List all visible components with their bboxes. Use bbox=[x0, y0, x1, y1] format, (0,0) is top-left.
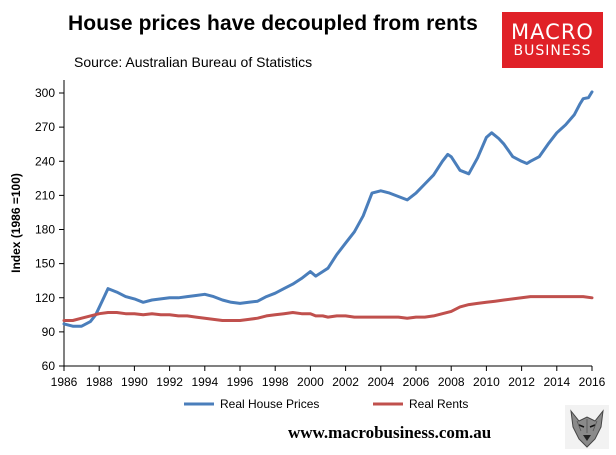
page-title: House prices have decoupled from rents bbox=[68, 12, 478, 35]
x-tick-label: 2012 bbox=[508, 375, 535, 389]
y-tick-label: 150 bbox=[35, 257, 55, 271]
x-tick-label: 2000 bbox=[297, 375, 324, 389]
macro-business-logo: MACRO BUSINESS bbox=[502, 12, 603, 68]
x-tick-label: 2006 bbox=[403, 375, 430, 389]
x-tick-label: 2008 bbox=[438, 375, 465, 389]
x-tick-label: 2016 bbox=[579, 375, 606, 389]
x-tick-label: 2002 bbox=[332, 375, 359, 389]
x-tick-label: 2010 bbox=[473, 375, 500, 389]
legend-label-real-rents: Real Rents bbox=[409, 397, 468, 411]
legend-label-real-house-prices: Real House Prices bbox=[220, 397, 319, 411]
x-tick-label: 1994 bbox=[191, 375, 218, 389]
chart-subtitle: Source: Australian Bureau of Statistics bbox=[74, 54, 313, 70]
series-line-real-rents bbox=[62, 295, 594, 322]
y-tick-label: 120 bbox=[35, 291, 55, 305]
footer-url: www.macrobusiness.com.au bbox=[288, 423, 492, 442]
wolf-icon bbox=[565, 405, 609, 449]
y-tick-label: 240 bbox=[35, 154, 55, 168]
y-tick-label: 60 bbox=[42, 359, 56, 373]
y-tick-label: 90 bbox=[42, 325, 56, 339]
x-tick-label: 1996 bbox=[227, 375, 254, 389]
y-tick-label: 270 bbox=[35, 120, 55, 134]
x-tick-label: 1992 bbox=[156, 375, 183, 389]
y-axis-label: Index (1986 =100) bbox=[9, 173, 23, 273]
y-tick-label: 180 bbox=[35, 223, 55, 237]
x-tick-label: 1986 bbox=[51, 375, 78, 389]
y-tick-label: 210 bbox=[35, 188, 55, 202]
x-tick-label: 1990 bbox=[121, 375, 148, 389]
x-tick-label: 1988 bbox=[86, 375, 113, 389]
x-tick-label: 2014 bbox=[543, 375, 570, 389]
x-tick-label: 2004 bbox=[367, 375, 394, 389]
logo-line-2: BUSINESS bbox=[513, 43, 592, 59]
x-tick-label: 1998 bbox=[262, 375, 289, 389]
logo-line-1: MACRO bbox=[511, 20, 594, 44]
y-tick-label: 300 bbox=[35, 86, 55, 100]
series-line-real-house-prices bbox=[62, 90, 594, 328]
